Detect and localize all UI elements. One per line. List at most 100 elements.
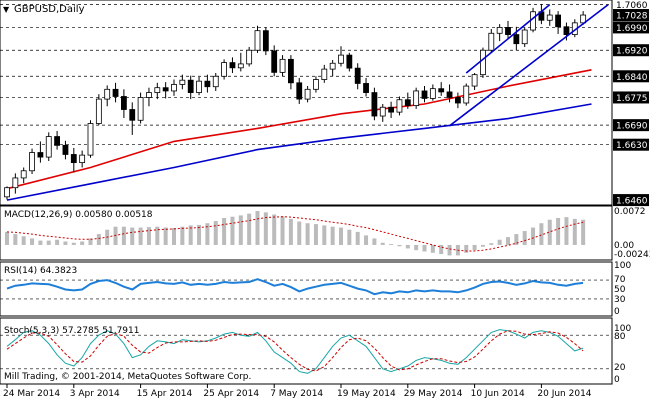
date-axis-label: 29 May 2014 xyxy=(404,389,463,399)
macd-histogram-bar xyxy=(71,242,76,245)
candle-body xyxy=(12,177,19,189)
macd-histogram-bar xyxy=(21,236,26,245)
candle-body xyxy=(246,49,253,65)
macd-histogram-bar xyxy=(280,216,285,245)
candle-body xyxy=(20,170,27,179)
macd-histogram-bar xyxy=(414,244,419,251)
macd-histogram-bar xyxy=(55,239,60,245)
macd-histogram-bar xyxy=(439,244,444,255)
macd-histogram-bar xyxy=(480,244,485,247)
macd-histogram-bar xyxy=(172,228,176,245)
chevron-down-icon[interactable]: ▼ xyxy=(3,5,10,14)
rsi-axis-label: 0 xyxy=(614,307,620,317)
candle-body xyxy=(371,92,378,117)
candle-body xyxy=(179,79,186,85)
stoch-label: Stoch(5,3,3) 57.2785 51.7911 xyxy=(4,326,139,336)
macd-histogram-bar xyxy=(564,217,569,245)
candle-body xyxy=(262,30,269,52)
macd-histogram-bar xyxy=(531,227,536,245)
candle-body xyxy=(521,29,528,45)
macd-histogram-bar xyxy=(121,226,126,245)
price-tag xyxy=(613,91,649,104)
candle-body xyxy=(480,49,486,76)
candle-body xyxy=(471,74,478,87)
price-axis-label: 1.6690 xyxy=(616,122,648,132)
macd-histogram-bar xyxy=(230,216,235,245)
candle-body xyxy=(354,67,361,84)
candle-body xyxy=(338,54,344,64)
candle-body xyxy=(146,92,152,98)
macd-histogram-bar xyxy=(372,238,377,245)
macd-histogram-bar xyxy=(263,212,268,245)
macd-histogram-bar xyxy=(581,219,586,245)
candle-body xyxy=(363,83,369,93)
rsi-axis-label: 30 xyxy=(614,295,626,305)
candle-body xyxy=(446,91,453,98)
candle-body xyxy=(530,11,536,31)
macd-histogram-bar xyxy=(347,229,352,245)
stoch-signal-line xyxy=(6,330,584,372)
moving-average-blue xyxy=(6,103,592,201)
macd-histogram-bar xyxy=(305,223,310,245)
macd-histogram-bar xyxy=(430,244,435,253)
price-tag xyxy=(613,70,649,83)
macd-axis-label: 0.00 xyxy=(614,241,634,251)
candle-body xyxy=(187,79,194,93)
macd-histogram-bar xyxy=(380,242,385,245)
price-tag xyxy=(613,194,649,207)
candle-body xyxy=(129,109,136,121)
macd-histogram-bar xyxy=(13,234,18,245)
macd-histogram-bar xyxy=(464,244,469,253)
macd-histogram-bar xyxy=(522,231,527,245)
candle-body xyxy=(379,106,386,117)
rsi-axis-label: 70 xyxy=(614,275,626,285)
candle-body xyxy=(221,62,228,77)
price-panel[interactable] xyxy=(0,0,613,206)
macd-histogram-bar xyxy=(88,238,93,245)
candle-body xyxy=(304,88,311,100)
candle-body xyxy=(271,50,278,73)
macd-histogram-bar xyxy=(489,243,494,245)
macd-histogram-bar xyxy=(146,227,151,245)
macd-histogram-bar xyxy=(397,244,402,247)
candle-body xyxy=(79,154,86,164)
candle-body xyxy=(121,96,127,110)
price-axis-label: 1.6990 xyxy=(616,24,648,34)
candle-body xyxy=(4,187,10,198)
macd-histogram-bar xyxy=(138,227,143,245)
candle-body xyxy=(388,106,395,113)
candle-body xyxy=(546,14,553,21)
chart-title: GBPUSD,Daily xyxy=(14,4,85,15)
price-tag xyxy=(613,21,649,34)
macd-histogram-bar xyxy=(238,215,243,245)
macd-histogram-bar xyxy=(539,223,544,245)
candle-body xyxy=(463,85,470,104)
candle-body xyxy=(513,34,520,45)
macd-histogram-bar xyxy=(364,235,369,245)
stoch-axis-label: 20 xyxy=(614,363,626,373)
macd-histogram-bar xyxy=(5,231,9,245)
candle-body xyxy=(555,14,561,28)
candle-body xyxy=(396,99,403,113)
price-axis-label: 1.6840 xyxy=(616,73,648,83)
macd-histogram-bar xyxy=(272,214,277,245)
price-tag xyxy=(613,9,649,22)
candle-body xyxy=(95,98,102,124)
macd-histogram-bar xyxy=(155,226,160,245)
date-axis-label: 3 Apr 2014 xyxy=(70,389,120,399)
macd-histogram-bar xyxy=(514,234,519,245)
stoch-axis-label: 0 xyxy=(614,375,620,385)
price-axis-label: 1.7060 xyxy=(616,1,648,11)
macd-histogram-bar xyxy=(497,239,502,245)
candle-body xyxy=(488,32,495,51)
macd-histogram-bar xyxy=(313,224,318,245)
date-axis-label: 15 Apr 2014 xyxy=(137,389,193,399)
candle-body xyxy=(196,80,202,93)
macd-histogram-bar xyxy=(556,218,561,245)
macd-histogram-bar xyxy=(130,227,135,245)
candle-body xyxy=(296,82,303,100)
macd-histogram-bar xyxy=(63,241,68,245)
macd-histogram-bar xyxy=(163,227,168,245)
macd-histogram-bar xyxy=(38,240,43,245)
